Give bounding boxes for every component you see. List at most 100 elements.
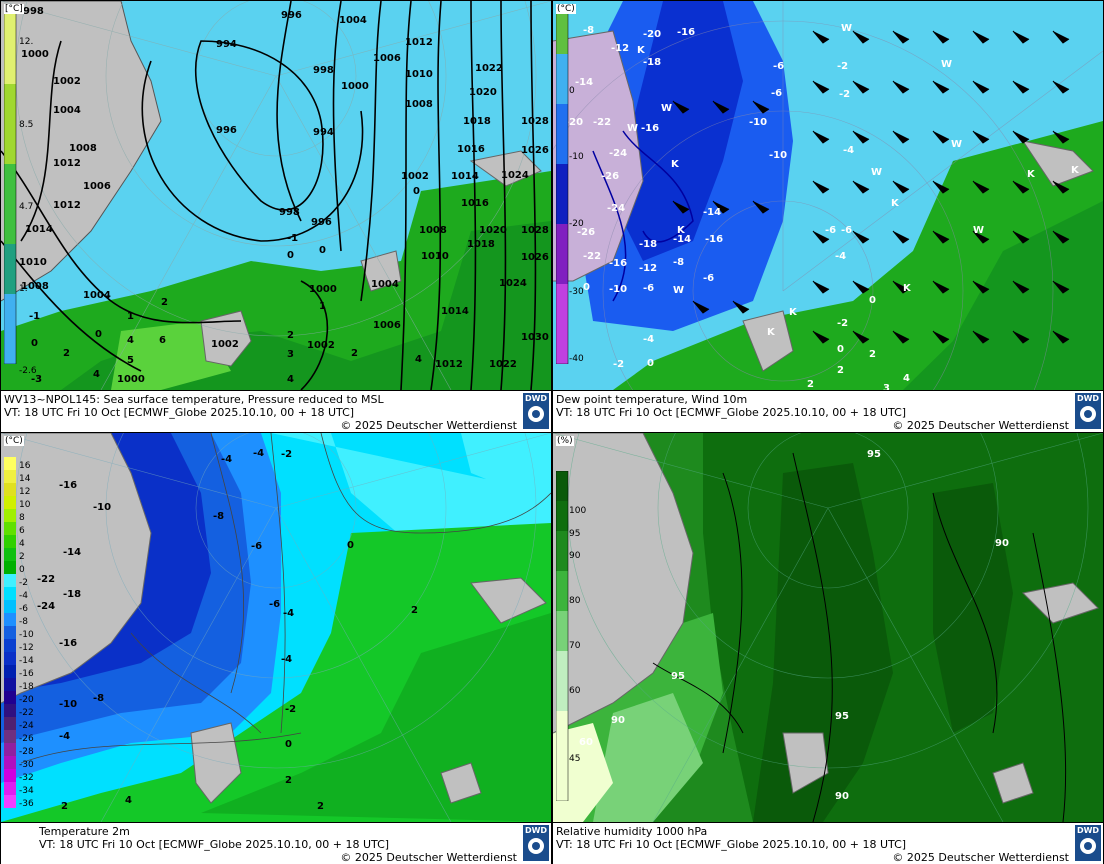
svg-text:-6: -6: [773, 61, 784, 72]
svg-text:1014: 1014: [441, 306, 469, 317]
svg-text:-4: -4: [281, 654, 292, 665]
svg-text:-6: -6: [771, 88, 782, 99]
svg-text:1008: 1008: [405, 99, 433, 110]
svg-text:1: 1: [319, 301, 326, 312]
svg-text:90: 90: [835, 791, 849, 802]
svg-text:1028: 1028: [521, 116, 549, 127]
map-dewpoint-wind[interactable]: -8 -12 -20 -16 -18 -14 -6 -2 -6 -2 -20 -…: [553, 1, 1103, 390]
svg-text:0: 0: [287, 250, 294, 261]
legend-tick: 0: [19, 565, 25, 575]
panel-dewpoint-wind: -8 -12 -20 -16 -18 -14 -6 -2 -6 -2 -20 -…: [553, 1, 1103, 432]
svg-text:1016: 1016: [461, 198, 489, 209]
svg-text:1008: 1008: [419, 225, 447, 236]
copyright: © 2025 Deutscher Wetterdienst: [340, 851, 517, 864]
legend-unit: (°C): [4, 436, 24, 446]
svg-text:2: 2: [807, 379, 814, 390]
legend-tick: -10: [19, 630, 34, 640]
legend-tick: -40: [569, 354, 584, 364]
svg-text:2: 2: [287, 330, 294, 341]
svg-text:4: 4: [415, 354, 422, 365]
map-temperature-2m[interactable]: -16 -10 -4 -4 -2 -8 -14 -6 0 -22 -18 -24…: [1, 433, 551, 822]
svg-text:1004: 1004: [339, 15, 367, 26]
caption-sst-mslp: WV13~NPOL145: Sea surface temperature, P…: [1, 390, 551, 432]
legend-tick: -34: [19, 786, 34, 796]
svg-text:1004: 1004: [53, 105, 81, 116]
legend-unit: [°C]: [4, 4, 24, 14]
svg-text:-26: -26: [601, 171, 619, 182]
dewpoint-labels: -8 -12 -20 -16 -18 -14 -6 -2 -6 -2 -20 -…: [565, 23, 1080, 390]
caption-temperature-2m: Temperature 2m VT: 18 UTC Fri 10 Oct [EC…: [1, 822, 551, 864]
svg-text:95: 95: [867, 449, 881, 460]
svg-text:-22: -22: [593, 117, 611, 128]
panel-relative-humidity: 95 90 95 95 90 60 90 (%) 100: [553, 433, 1103, 864]
map-sst-mslp[interactable]: 998 996 1004 994 1000 1006 1012 998 1010…: [1, 1, 551, 390]
svg-text:0: 0: [837, 344, 844, 355]
legend-tick: -30: [569, 287, 584, 297]
svg-text:1026: 1026: [521, 145, 549, 156]
svg-text:-2: -2: [839, 89, 850, 100]
svg-text:-16: -16: [677, 27, 695, 38]
svg-text:1008: 1008: [21, 281, 49, 292]
legend-tick: 4.7: [19, 202, 33, 212]
svg-text:-18: -18: [643, 57, 661, 68]
legend-tick: 14: [19, 474, 31, 484]
legend-tick: 8.5: [19, 120, 33, 130]
dwd-logo-icon: DWD: [1075, 393, 1101, 429]
svg-text:1000: 1000: [117, 374, 145, 385]
legend-tick: 0: [569, 86, 575, 96]
map-relative-humidity[interactable]: 95 90 95 95 90 60 90 (%) 100: [553, 433, 1103, 822]
svg-text:K: K: [903, 283, 912, 294]
svg-text:2: 2: [351, 348, 358, 359]
svg-text:2: 2: [869, 349, 876, 360]
svg-text:5: 5: [127, 355, 134, 366]
isobar-labels: 998 996 1004 994 1000 1006 1012 998 1010…: [19, 6, 549, 385]
svg-text:-6: -6: [825, 225, 836, 236]
svg-text:4: 4: [125, 795, 132, 806]
svg-text:-6: -6: [841, 225, 852, 236]
svg-text:W: W: [951, 139, 962, 150]
svg-text:1: 1: [127, 311, 134, 322]
svg-text:994: 994: [216, 39, 237, 50]
svg-text:-18: -18: [639, 239, 657, 250]
panel-title: Temperature 2m: [39, 825, 130, 838]
svg-text:1020: 1020: [469, 87, 497, 98]
svg-text:-16: -16: [609, 258, 627, 269]
svg-text:W: W: [841, 23, 852, 34]
svg-text:95: 95: [671, 671, 685, 682]
svg-text:1016: 1016: [457, 144, 485, 155]
svg-text:-14: -14: [703, 207, 721, 218]
svg-text:1002: 1002: [53, 76, 81, 87]
valid-time: VT: 18 UTC Fri 10 Oct [ECMWF_Globe 2025.…: [4, 406, 355, 419]
svg-text:2: 2: [411, 605, 418, 616]
legend-tick: -22: [19, 708, 34, 718]
svg-text:-1: -1: [29, 311, 40, 322]
svg-text:95: 95: [835, 711, 849, 722]
svg-text:-4: -4: [59, 731, 70, 742]
svg-text:-12: -12: [611, 43, 629, 54]
svg-text:998: 998: [23, 6, 44, 17]
svg-text:-2: -2: [281, 449, 292, 460]
legend-tick: -36: [19, 799, 34, 809]
svg-text:4: 4: [287, 374, 294, 385]
legend-tick: -20: [569, 219, 584, 229]
legend-tick: 60: [569, 686, 581, 696]
valid-time: VT: 18 UTC Fri 10 Oct [ECMWF_Globe 2025.…: [556, 838, 907, 851]
legend-tick: -18: [19, 682, 34, 692]
svg-text:W: W: [871, 167, 882, 178]
panel-temperature-2m: -16 -10 -4 -4 -2 -8 -14 -6 0 -22 -18 -24…: [1, 433, 551, 864]
sst-legend: [4, 4, 18, 364]
svg-text:2: 2: [837, 365, 844, 376]
svg-text:1012: 1012: [53, 158, 81, 169]
svg-text:1014: 1014: [25, 224, 53, 235]
svg-text:-2: -2: [837, 318, 848, 329]
svg-text:2: 2: [63, 348, 70, 359]
legend-tick: 12.: [19, 37, 33, 47]
svg-text:-12: -12: [639, 263, 657, 274]
svg-text:-16: -16: [59, 480, 77, 491]
svg-text:K: K: [1071, 165, 1080, 176]
valid-time: VT: 18 UTC Fri 10 Oct [ECMWF_Globe 2025.…: [556, 406, 907, 419]
svg-text:-14: -14: [575, 77, 593, 88]
legend-tick: -12: [19, 643, 34, 653]
svg-text:K: K: [677, 225, 686, 236]
svg-text:1026: 1026: [521, 252, 549, 263]
